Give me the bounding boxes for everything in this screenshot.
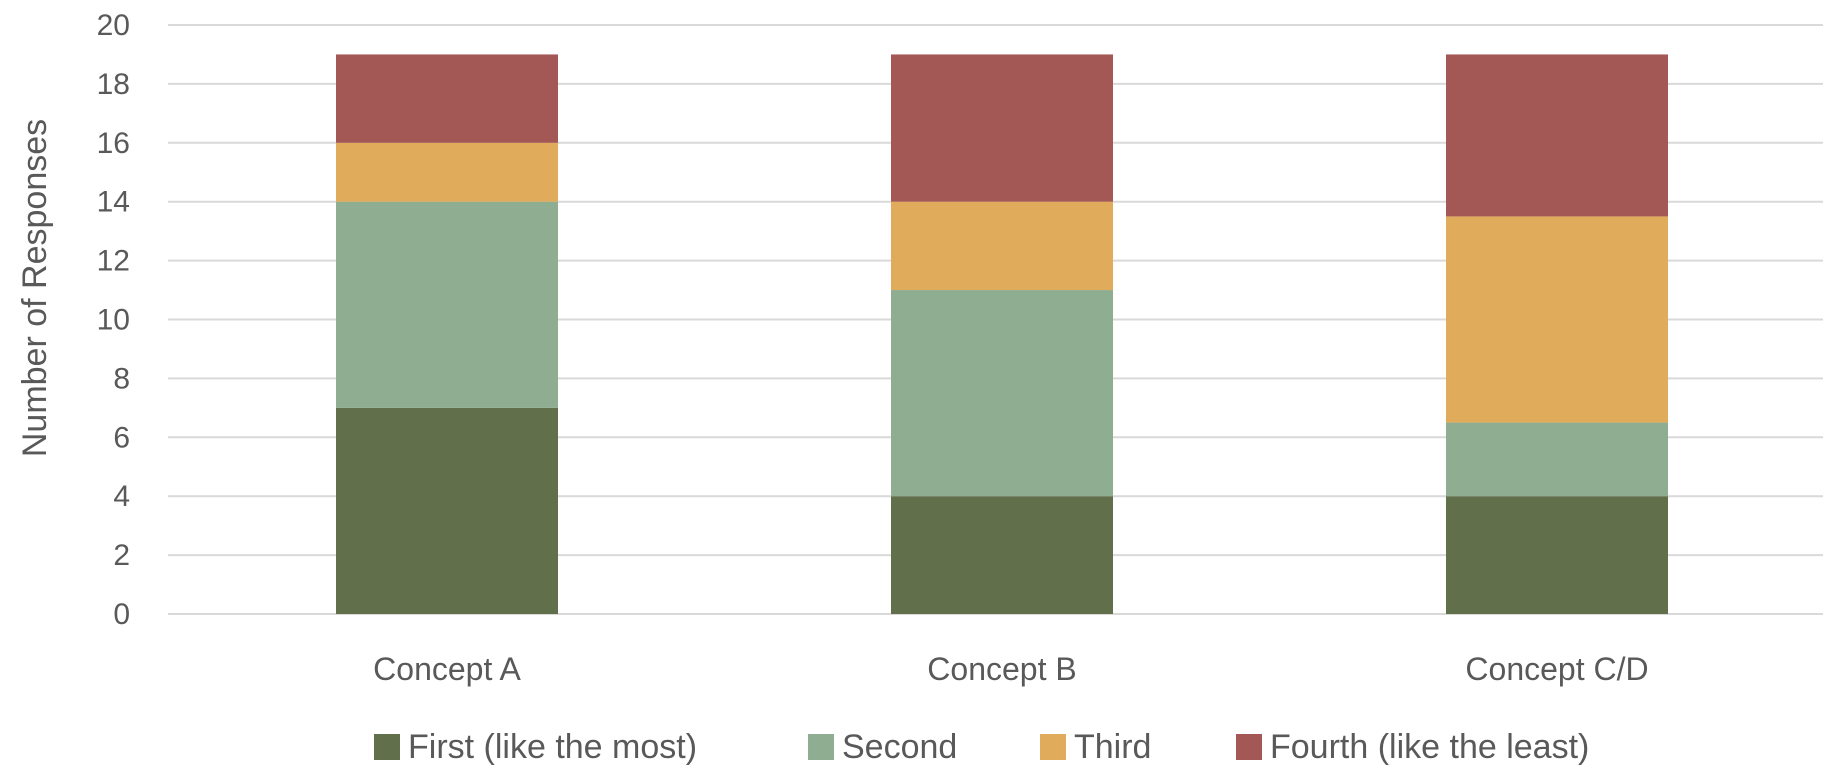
- legend-item: First (like the most): [374, 728, 697, 766]
- legend-item: Second: [808, 728, 957, 766]
- legend-label: Second: [842, 728, 957, 766]
- y-axis-ticks: 0 2 4 6 8 10 12 14 16 18 20: [97, 9, 130, 631]
- x-category-label: Concept A: [373, 651, 521, 687]
- y-tick-label: 14: [97, 186, 130, 219]
- bar-segment: [336, 201, 558, 408]
- legend-swatch: [374, 734, 400, 760]
- legend-swatch: [808, 734, 834, 760]
- legend-label: Fourth (like the least): [1270, 728, 1589, 766]
- x-axis-categories: Concept A Concept B Concept C/D: [373, 651, 1648, 687]
- y-tick-label: 20: [97, 9, 130, 42]
- x-category-label: Concept B: [927, 651, 1076, 687]
- bars: [336, 54, 1668, 614]
- bar-segment: [336, 54, 558, 143]
- y-tick-label: 2: [113, 539, 130, 572]
- y-tick-label: 18: [97, 68, 130, 101]
- y-tick-label: 6: [113, 421, 130, 454]
- y-tick-label: 12: [97, 245, 130, 278]
- legend-label: First (like the most): [408, 728, 697, 766]
- bar-segment: [336, 407, 558, 614]
- bar-segment: [891, 496, 1113, 614]
- y-tick-label: 8: [113, 362, 130, 395]
- x-category-label: Concept C/D: [1465, 651, 1648, 687]
- legend-item: Third: [1040, 728, 1151, 766]
- y-tick-label: 0: [113, 598, 130, 631]
- bar-segment: [1446, 496, 1668, 614]
- legend-swatch: [1040, 734, 1066, 760]
- legend-label: Third: [1074, 728, 1151, 766]
- y-tick-label: 4: [113, 480, 130, 513]
- bar-segment: [1446, 422, 1668, 497]
- y-axis-label: Number of Responses: [16, 119, 54, 457]
- bar-segment: [891, 54, 1113, 202]
- y-tick-label: 16: [97, 127, 130, 160]
- y-tick-label: 10: [97, 304, 130, 337]
- bar-segment: [891, 201, 1113, 291]
- legend: First (like the most) Second Third Fourth (…: [374, 728, 1589, 766]
- bar-segment: [891, 290, 1113, 497]
- bar-segment: [336, 142, 558, 202]
- legend-item: Fourth (like the least): [1236, 728, 1589, 766]
- legend-swatch: [1236, 734, 1262, 760]
- bar-segment: [1446, 54, 1668, 217]
- bar-segment: [1446, 216, 1668, 423]
